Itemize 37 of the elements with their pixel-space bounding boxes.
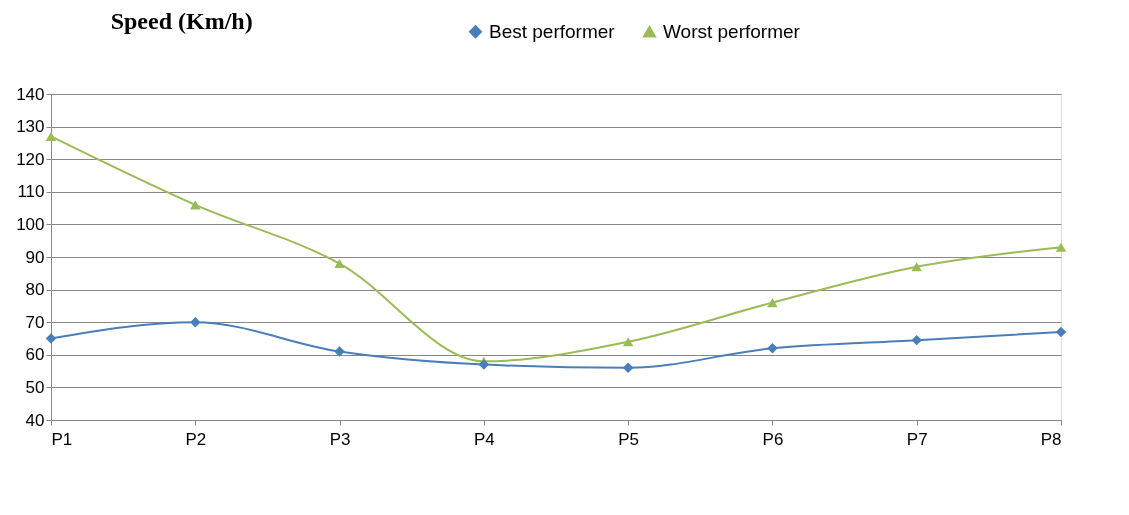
point xyxy=(190,316,201,328)
y-tick-label: 130 xyxy=(16,117,45,137)
point xyxy=(190,200,201,210)
point xyxy=(622,362,634,374)
x-tick-label: P5 xyxy=(618,429,640,449)
legend-label: Worst performer xyxy=(663,20,801,42)
point xyxy=(334,258,345,269)
y-tick-label: 80 xyxy=(25,280,45,300)
y-tick-label: 90 xyxy=(25,247,45,267)
x-tick-label: P1 xyxy=(51,429,73,449)
x-tick-label: P8 xyxy=(1040,429,1062,449)
y-tick-label: 110 xyxy=(17,182,45,202)
point xyxy=(478,359,490,370)
y-tick-label: 120 xyxy=(16,149,45,169)
chart-title: Speed (Km/h) xyxy=(110,8,253,34)
y-tick-label: 50 xyxy=(25,377,45,397)
point xyxy=(911,262,922,272)
point xyxy=(767,343,778,354)
y-tick-label: 100 xyxy=(16,214,45,234)
point xyxy=(1055,242,1067,252)
x-tick-label: P3 xyxy=(329,429,351,449)
point xyxy=(911,334,922,346)
x-tick-label: P7 xyxy=(906,429,928,449)
point xyxy=(334,346,345,357)
x-tick-label: P4 xyxy=(473,429,495,449)
x-tick-label: P2 xyxy=(185,429,207,449)
y-tick-label: 70 xyxy=(25,312,45,332)
point xyxy=(45,333,57,344)
point xyxy=(1055,326,1067,338)
legend-label: Best performer xyxy=(489,20,616,42)
point xyxy=(622,337,634,347)
point xyxy=(767,298,778,308)
y-tick-label: 40 xyxy=(25,410,45,430)
point xyxy=(45,131,57,141)
x-tick-label: P6 xyxy=(762,429,784,449)
y-tick-label: 140 xyxy=(16,84,45,104)
y-tick-label: 60 xyxy=(25,345,45,365)
